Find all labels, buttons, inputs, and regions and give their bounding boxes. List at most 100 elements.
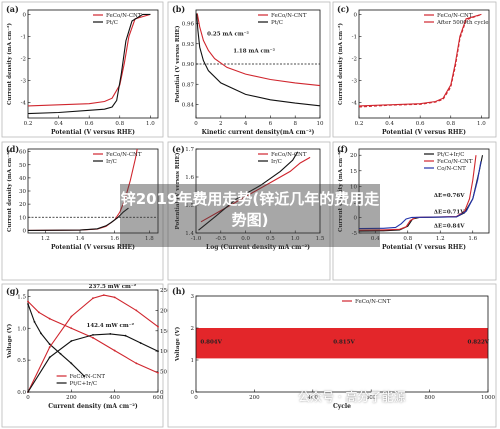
- x-tick-label: 1.2: [41, 236, 50, 242]
- y-tick-label: 5: [354, 200, 358, 206]
- y-axis-label: Voltage (V): [174, 326, 181, 362]
- y-tick-label: 1.7: [185, 147, 194, 153]
- data-point: [157, 371, 159, 374]
- data-point: [59, 352, 62, 355]
- x-tick-label: 0: [194, 395, 198, 401]
- x-tick-label: 1.6: [468, 236, 477, 242]
- panel-b: 0 2 4 6 8 10 0.84 0.87 0.90 0.93 0.96 Kinetic curre…: [167, 1, 331, 138]
- panel-g: 02004006000.00.51.01.5050100150200250Pow…: [1, 283, 183, 428]
- data-point: [124, 334, 127, 337]
- panel-letter: (b): [172, 4, 185, 14]
- y2-tick-label: 100: [160, 349, 171, 355]
- legend-label: Pt/C+Ir/C: [70, 381, 97, 387]
- panel-frame: [1, 283, 164, 428]
- x-tick-label: 10: [317, 121, 324, 127]
- series-line: [200, 156, 311, 223]
- y-tick-label: 1.4: [185, 231, 194, 237]
- annotation: 142.4 mW cm⁻²: [87, 322, 135, 329]
- plot-area: [358, 148, 490, 234]
- legend-label: FeCo/N-CNT: [271, 152, 307, 158]
- x-tick-label: 400: [109, 395, 120, 401]
- panel-frame: [167, 1, 331, 138]
- y-tick-label: 1.5: [185, 203, 194, 209]
- plot-area: [195, 295, 489, 393]
- y-tick-label: 20: [19, 202, 26, 208]
- x-tick-label: 0.4: [54, 121, 63, 127]
- data-point: [83, 375, 86, 377]
- y-tick-label: 0: [354, 215, 358, 221]
- legend-label: FeCo/N-CNT: [355, 299, 391, 305]
- annotation: 237.5 mW cm⁻²: [89, 283, 137, 290]
- y-axis-label: Potential (V versus RHE): [174, 25, 181, 102]
- y-tick-label: -4: [352, 101, 358, 107]
- data-point: [48, 356, 51, 359]
- x-tick-label: 1.0: [291, 236, 300, 242]
- annotation: 0.822V: [468, 339, 490, 345]
- y-tick-label: -2: [21, 56, 26, 62]
- x-tick-label: 0.4: [385, 121, 394, 127]
- x-tick-label: 200: [249, 395, 260, 401]
- panel-c: 0.2 0.4 0.6 0.8 1.0 0 -1 -2 -3 -4 Potential (V ver…: [332, 1, 497, 138]
- y-tick-label: 0: [23, 228, 27, 234]
- y-tick-label: 50: [19, 163, 26, 169]
- legend-label: FeCo/N-CNT: [106, 13, 142, 19]
- annotation: 0.815V: [333, 339, 355, 345]
- y-tick-label: 0.96: [182, 22, 195, 28]
- series-line: [198, 151, 299, 231]
- x-tick-label: 600: [366, 395, 377, 401]
- annotation: 0.25 mA cm⁻²: [207, 31, 249, 38]
- y-tick-label: -3: [352, 79, 358, 85]
- data-point: [109, 333, 112, 335]
- x-tick-label: 1.2: [436, 236, 445, 242]
- x-tick-label: 6: [269, 121, 273, 127]
- x-tick-label: 1.4: [76, 236, 85, 242]
- data-point: [113, 349, 116, 352]
- panel-frame: [332, 1, 497, 138]
- x-axis-label: Potential (V versus RHE): [382, 129, 466, 136]
- annotation: 1.18 mA cm⁻²: [233, 48, 275, 55]
- data-point: [157, 350, 159, 353]
- legend-label: Pt/C: [106, 20, 118, 26]
- panel-letter: (d): [6, 144, 19, 154]
- y-tick-label: -2: [352, 56, 357, 62]
- panel-e: -1.0 -0.5 0.0 0.5 1.0 1.5 1.4 1.5 1.6 1.7 Log (Cur…: [167, 141, 331, 281]
- y-tick-label: -5: [352, 231, 358, 237]
- title-banner: 锌2019年费用走势(锌近几年的费用走势图): [120, 184, 380, 247]
- y-tick-label: 1.5: [17, 294, 26, 300]
- data-point: [102, 294, 105, 296]
- series-line: [27, 207, 129, 231]
- x-axis-label: Cycle: [333, 403, 351, 410]
- x-tick-label: 2: [219, 121, 223, 127]
- x-tick-label: 1.0: [477, 121, 486, 127]
- x-axis-label: Potential (V versus RHE): [51, 244, 135, 251]
- legend-label: FeCo/N-CNT: [437, 13, 473, 19]
- legend-label: FeCo/N-CNT: [106, 152, 142, 158]
- panel-letter: (g): [6, 286, 19, 296]
- x-axis-label: Potential (V versus RHE): [51, 129, 135, 136]
- plot-area: [27, 289, 159, 393]
- x-tick-label: 0.5: [266, 236, 275, 242]
- data-point: [113, 296, 116, 299]
- series-line: [27, 13, 151, 107]
- y-axis-label: Current density (mA cm⁻²): [337, 23, 344, 105]
- series-line: [27, 301, 159, 374]
- panel-letter: (c): [337, 4, 350, 14]
- x-tick-label: 0.8: [403, 236, 412, 242]
- x-tick-label: 4: [244, 121, 248, 127]
- series-line: [358, 13, 482, 108]
- y-tick-label: 0.87: [182, 82, 195, 88]
- x-tick-label: 1.0: [146, 121, 155, 127]
- y-tick-label: 10: [19, 215, 26, 221]
- y-tick-label: 2: [191, 326, 195, 332]
- x-tick-label: 0.2: [355, 121, 364, 127]
- series-line: [27, 333, 159, 393]
- watermark: 公众号 · 高分子能源: [298, 390, 406, 404]
- y-tick-label: 0.93: [182, 42, 195, 48]
- legend-label: Pt/C+Ir/C: [437, 152, 464, 158]
- x-tick-label: 0.6: [85, 121, 94, 127]
- data-point: [139, 342, 142, 344]
- cycling-band: [196, 328, 488, 359]
- y-tick-label: 0: [191, 390, 195, 396]
- panel-letter: (h): [172, 286, 186, 296]
